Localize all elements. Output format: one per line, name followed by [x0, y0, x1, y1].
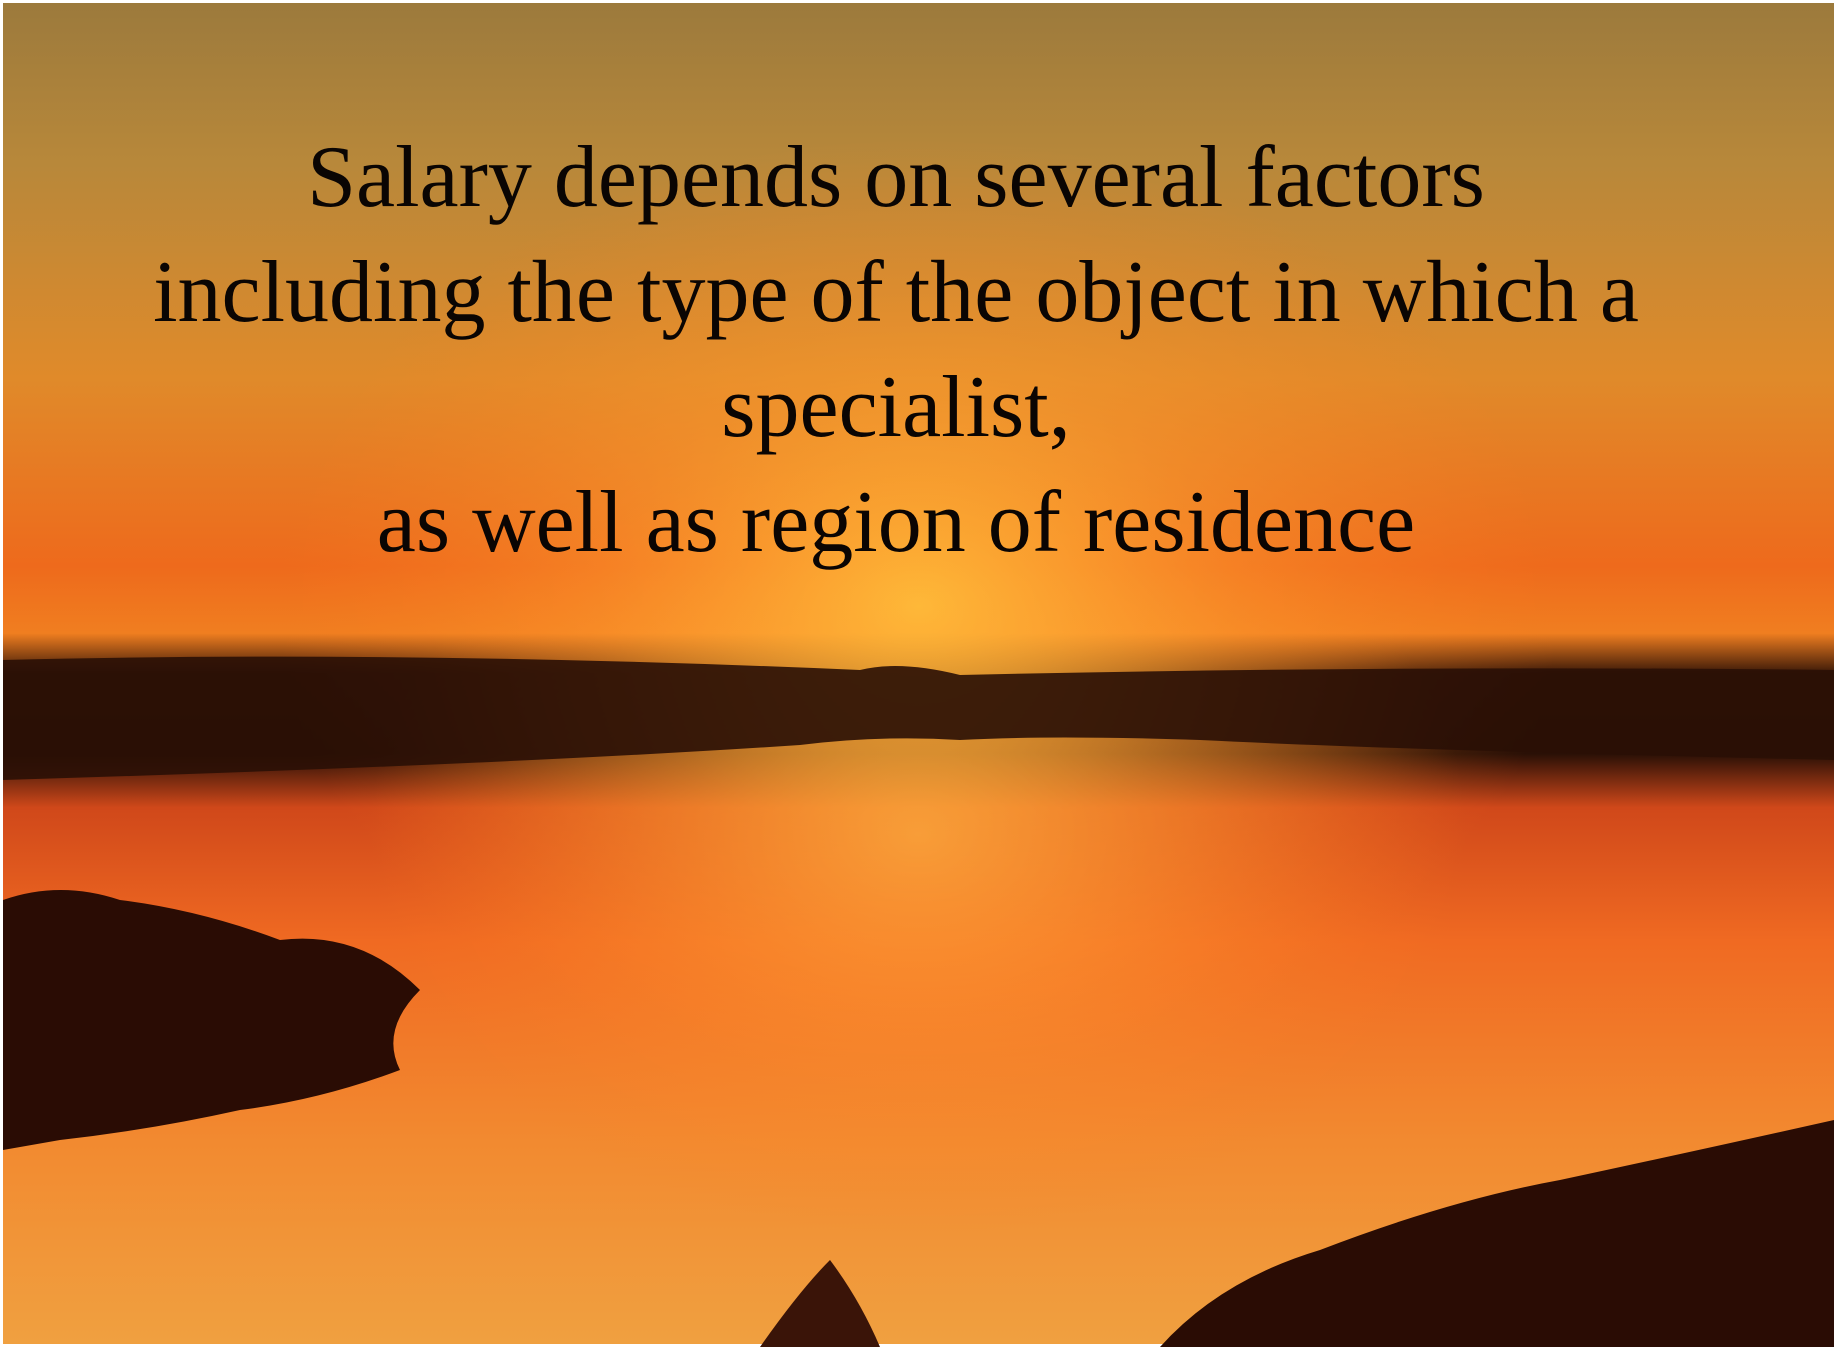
text-line: Salary depends on several factors [0, 120, 1792, 235]
text-line: specialist, [0, 350, 1792, 465]
text-line: including the type of the object in whic… [0, 235, 1792, 350]
page: Salary depends on several factors includ… [0, 0, 1837, 1347]
slide-text: Salary depends on several factors includ… [0, 120, 1792, 580]
text-line: as well as region of residence [0, 465, 1792, 580]
